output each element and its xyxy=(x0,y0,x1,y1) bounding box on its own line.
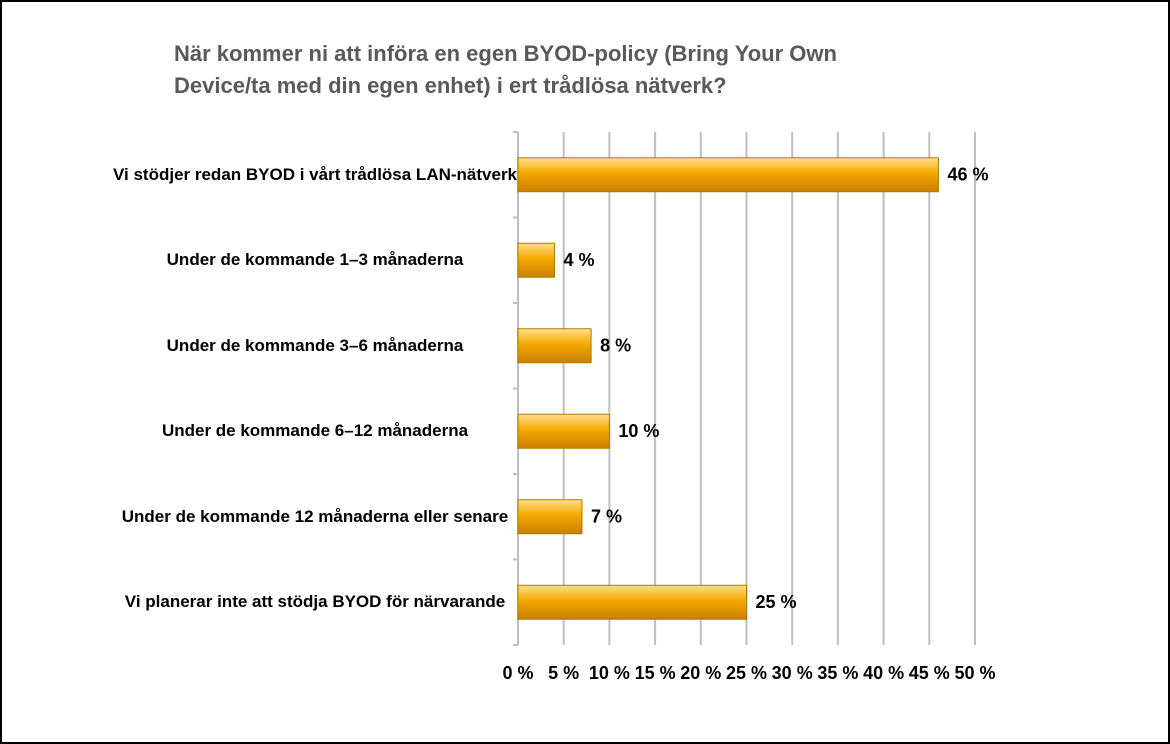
y-tick-label: Under de kommande 1–3 månaderna xyxy=(166,250,464,270)
data-label: 46 % xyxy=(947,165,988,185)
data-label: 10 % xyxy=(618,421,659,441)
data-label: 7 % xyxy=(591,507,622,527)
bar xyxy=(517,499,583,535)
data-label: 4 % xyxy=(564,250,595,270)
chart-title: När kommer ni att införa en egen BYOD-po… xyxy=(174,41,837,98)
x-tick-label: 0 % xyxy=(502,663,533,683)
x-tick-label: 45 % xyxy=(909,663,950,683)
bar xyxy=(517,584,747,620)
y-tick-label: Vi stödjer redan BYOD i vårt trådlösa LA… xyxy=(112,164,518,184)
data-label: 8 % xyxy=(600,336,631,356)
bar xyxy=(517,242,556,278)
y-tick-label: Vi planerar inte att stödja BYOD för när… xyxy=(124,592,506,612)
bar xyxy=(517,157,939,193)
x-tick-label: 5 % xyxy=(548,663,579,683)
bar xyxy=(517,328,592,364)
x-tick-label: 25 % xyxy=(726,663,767,683)
x-tick-label: 10 % xyxy=(589,663,630,683)
y-tick-label: Under de kommande 3–6 månaderna xyxy=(166,335,464,355)
x-tick-label: 15 % xyxy=(635,663,676,683)
x-tick-label: 40 % xyxy=(863,663,904,683)
x-tick-label: 35 % xyxy=(817,663,858,683)
x-tick-label: 30 % xyxy=(772,663,813,683)
y-tick-label: Under de kommande 12 månaderna eller sen… xyxy=(121,506,509,526)
x-tick-label: 50 % xyxy=(954,663,995,683)
x-tick-label: 20 % xyxy=(680,663,721,683)
y-tick-label: Under de kommande 6–12 månaderna xyxy=(161,421,469,441)
data-label: 25 % xyxy=(756,592,797,612)
bar xyxy=(517,413,610,449)
